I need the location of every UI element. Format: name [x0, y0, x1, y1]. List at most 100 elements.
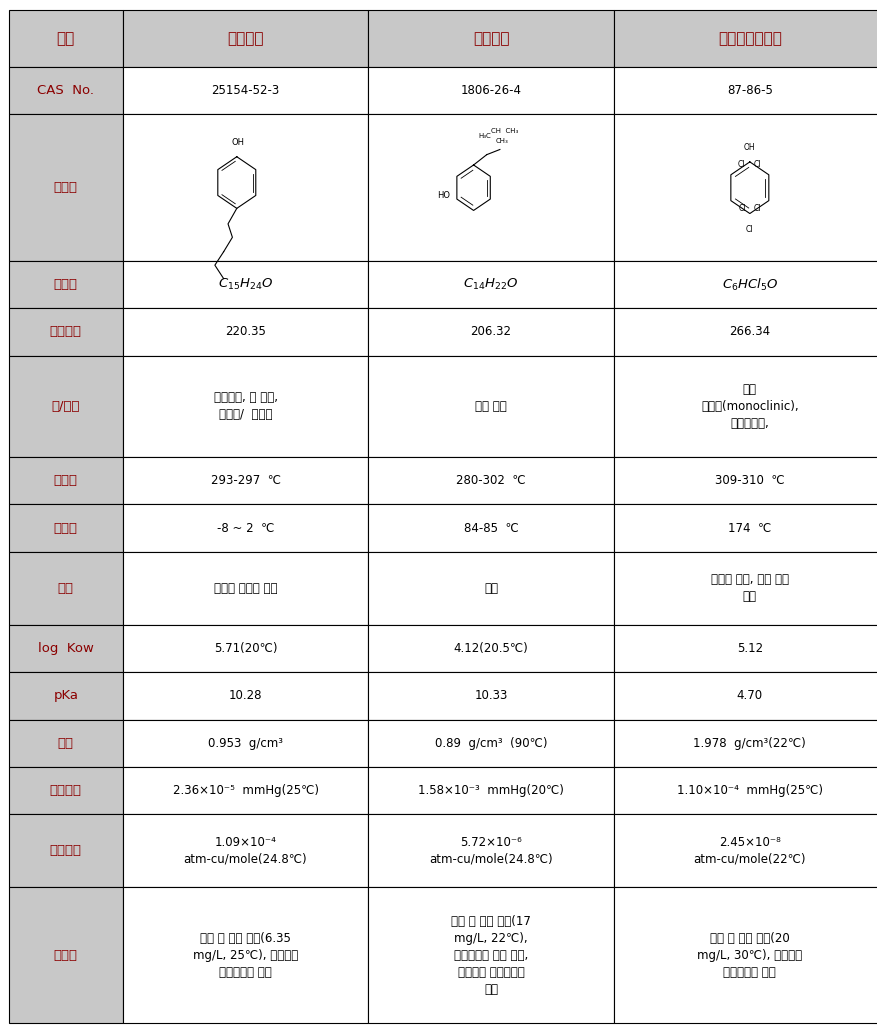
Bar — [368, 672, 614, 720]
Text: pKa: pKa — [53, 689, 78, 702]
Bar — [614, 261, 877, 308]
Bar — [9, 672, 123, 720]
Text: CH₃: CH₃ — [496, 138, 509, 145]
Text: log  Kow: log Kow — [38, 643, 94, 655]
Text: 5.72×10⁻⁶
atm-cu/mole(24.8℃): 5.72×10⁻⁶ atm-cu/mole(24.8℃) — [430, 836, 553, 866]
Text: 87-86-5: 87-86-5 — [727, 85, 773, 97]
Text: 1.58×10⁻³  mmHg(20℃): 1.58×10⁻³ mmHg(20℃) — [418, 784, 564, 797]
Bar — [123, 261, 368, 308]
Bar — [123, 504, 368, 552]
Bar — [123, 766, 368, 814]
Text: 1.09×10⁻⁴
atm-cu/mole(24.8℃): 1.09×10⁻⁴ atm-cu/mole(24.8℃) — [184, 836, 307, 866]
Bar — [614, 10, 877, 67]
Bar — [368, 67, 614, 115]
Text: 0.89  g/cm³  (90℃): 0.89 g/cm³ (90℃) — [435, 737, 547, 750]
Text: 밀도: 밀도 — [58, 737, 74, 750]
Text: OH: OH — [744, 143, 756, 152]
Bar — [9, 720, 123, 766]
Bar — [614, 887, 877, 1023]
Text: 206.32: 206.32 — [471, 325, 511, 339]
Bar — [123, 355, 368, 457]
Text: 용해성: 용해성 — [53, 948, 78, 962]
Bar — [614, 672, 877, 720]
Text: 흰색 고체: 흰색 고체 — [475, 400, 507, 413]
Bar — [9, 308, 123, 355]
Text: 색/형태: 색/형태 — [52, 400, 80, 413]
Bar — [9, 625, 123, 672]
Text: 220.35: 220.35 — [225, 325, 266, 339]
Bar — [9, 766, 123, 814]
Text: 약간의 페놀류 냄새: 약간의 페놀류 냄새 — [214, 582, 277, 595]
Text: 물에 잘 녹지 않음(6.35
mg/L, 25℃), 대부분의
유기용매에 녹음: 물에 잘 녹지 않음(6.35 mg/L, 25℃), 대부분의 유기용매에 녹… — [193, 932, 298, 978]
Bar — [9, 67, 123, 115]
Text: 84-85  ℃: 84-85 ℃ — [464, 522, 518, 534]
Text: 헨리상수: 헨리상수 — [50, 844, 82, 857]
Bar — [123, 552, 368, 625]
Text: 물에 잘 녹지 않음(20
mg/L, 30℃), 대부분의
유기용매에 녹음: 물에 잘 녹지 않음(20 mg/L, 30℃), 대부분의 유기용매에 녹음 — [697, 932, 802, 978]
Text: -8 ~ 2  ℃: -8 ~ 2 ℃ — [217, 522, 275, 534]
Bar — [614, 766, 877, 814]
Bar — [614, 355, 877, 457]
Bar — [368, 261, 614, 308]
Text: 구분: 구분 — [57, 31, 75, 46]
Text: 10.33: 10.33 — [474, 689, 508, 702]
Bar — [9, 457, 123, 504]
Text: 냄새: 냄새 — [58, 582, 74, 595]
Bar — [368, 625, 614, 672]
Text: 끓는점: 끓는점 — [53, 474, 78, 488]
Bar — [614, 457, 877, 504]
Bar — [368, 308, 614, 355]
Bar — [123, 814, 368, 887]
Text: 흰색
단사정(monoclinic),
결정형고체,: 흰색 단사정(monoclinic), 결정형고체, — [701, 383, 799, 430]
Bar — [123, 457, 368, 504]
Bar — [368, 10, 614, 67]
Bar — [614, 552, 877, 625]
Bar — [614, 504, 877, 552]
Text: Cl: Cl — [746, 224, 753, 233]
Bar — [368, 887, 614, 1023]
Text: 톡쏘는 냄새, 약간 벤젠
냄새: 톡쏘는 냄새, 약간 벤젠 냄새 — [711, 573, 788, 603]
Bar — [123, 115, 368, 261]
Text: 무취: 무취 — [484, 582, 498, 595]
Text: $C_{15}H_{24}O$: $C_{15}H_{24}O$ — [217, 277, 274, 292]
Bar — [9, 10, 123, 67]
Bar — [368, 355, 614, 457]
Bar — [614, 115, 877, 261]
Text: 노닐페놀: 노닐페놀 — [227, 31, 264, 46]
Bar — [123, 67, 368, 115]
Text: 1.10×10⁻⁴  mmHg(25℃): 1.10×10⁻⁴ mmHg(25℃) — [677, 784, 823, 797]
Bar — [123, 672, 368, 720]
Bar — [614, 814, 877, 887]
Bar — [614, 720, 877, 766]
Text: Cl: Cl — [738, 160, 745, 169]
Text: 1806-26-4: 1806-26-4 — [460, 85, 522, 97]
Text: H₃C: H₃C — [478, 133, 491, 139]
Text: CH  CH₃: CH CH₃ — [491, 128, 518, 134]
Bar — [123, 308, 368, 355]
Bar — [368, 552, 614, 625]
Text: 증기압력: 증기압력 — [50, 784, 82, 797]
Bar — [368, 766, 614, 814]
Bar — [9, 552, 123, 625]
Text: 266.34: 266.34 — [730, 325, 770, 339]
Bar — [368, 115, 614, 261]
Text: 5.12: 5.12 — [737, 643, 763, 655]
Text: OH: OH — [232, 138, 244, 148]
Text: 4.12(20.5℃): 4.12(20.5℃) — [453, 643, 529, 655]
Bar — [9, 261, 123, 308]
Text: Cl: Cl — [738, 205, 746, 214]
Text: 174  ℃: 174 ℃ — [728, 522, 772, 534]
Bar — [614, 308, 877, 355]
Text: 화학식: 화학식 — [53, 278, 78, 291]
Text: 293-297  ℃: 293-297 ℃ — [210, 474, 281, 488]
Text: 280-302  ℃: 280-302 ℃ — [456, 474, 526, 488]
Text: 물에 잘 녹지 않음(17
mg/L, 22℃),
염기성에서 약간 녹음,
대부분의 유기용매에
녹음: 물에 잘 녹지 않음(17 mg/L, 22℃), 염기성에서 약간 녹음, 대… — [451, 914, 531, 996]
Text: 2.36×10⁻⁵  mmHg(25℃): 2.36×10⁻⁵ mmHg(25℃) — [173, 784, 318, 797]
Bar — [9, 814, 123, 887]
Text: 옥틸페놀: 옥틸페놀 — [473, 31, 510, 46]
Bar — [9, 115, 123, 261]
Text: $C_{6}HCl_{5}O$: $C_{6}HCl_{5}O$ — [722, 277, 778, 292]
Text: 구조식: 구조식 — [53, 181, 78, 194]
Text: 10.28: 10.28 — [229, 689, 262, 702]
Text: 4.70: 4.70 — [737, 689, 763, 702]
